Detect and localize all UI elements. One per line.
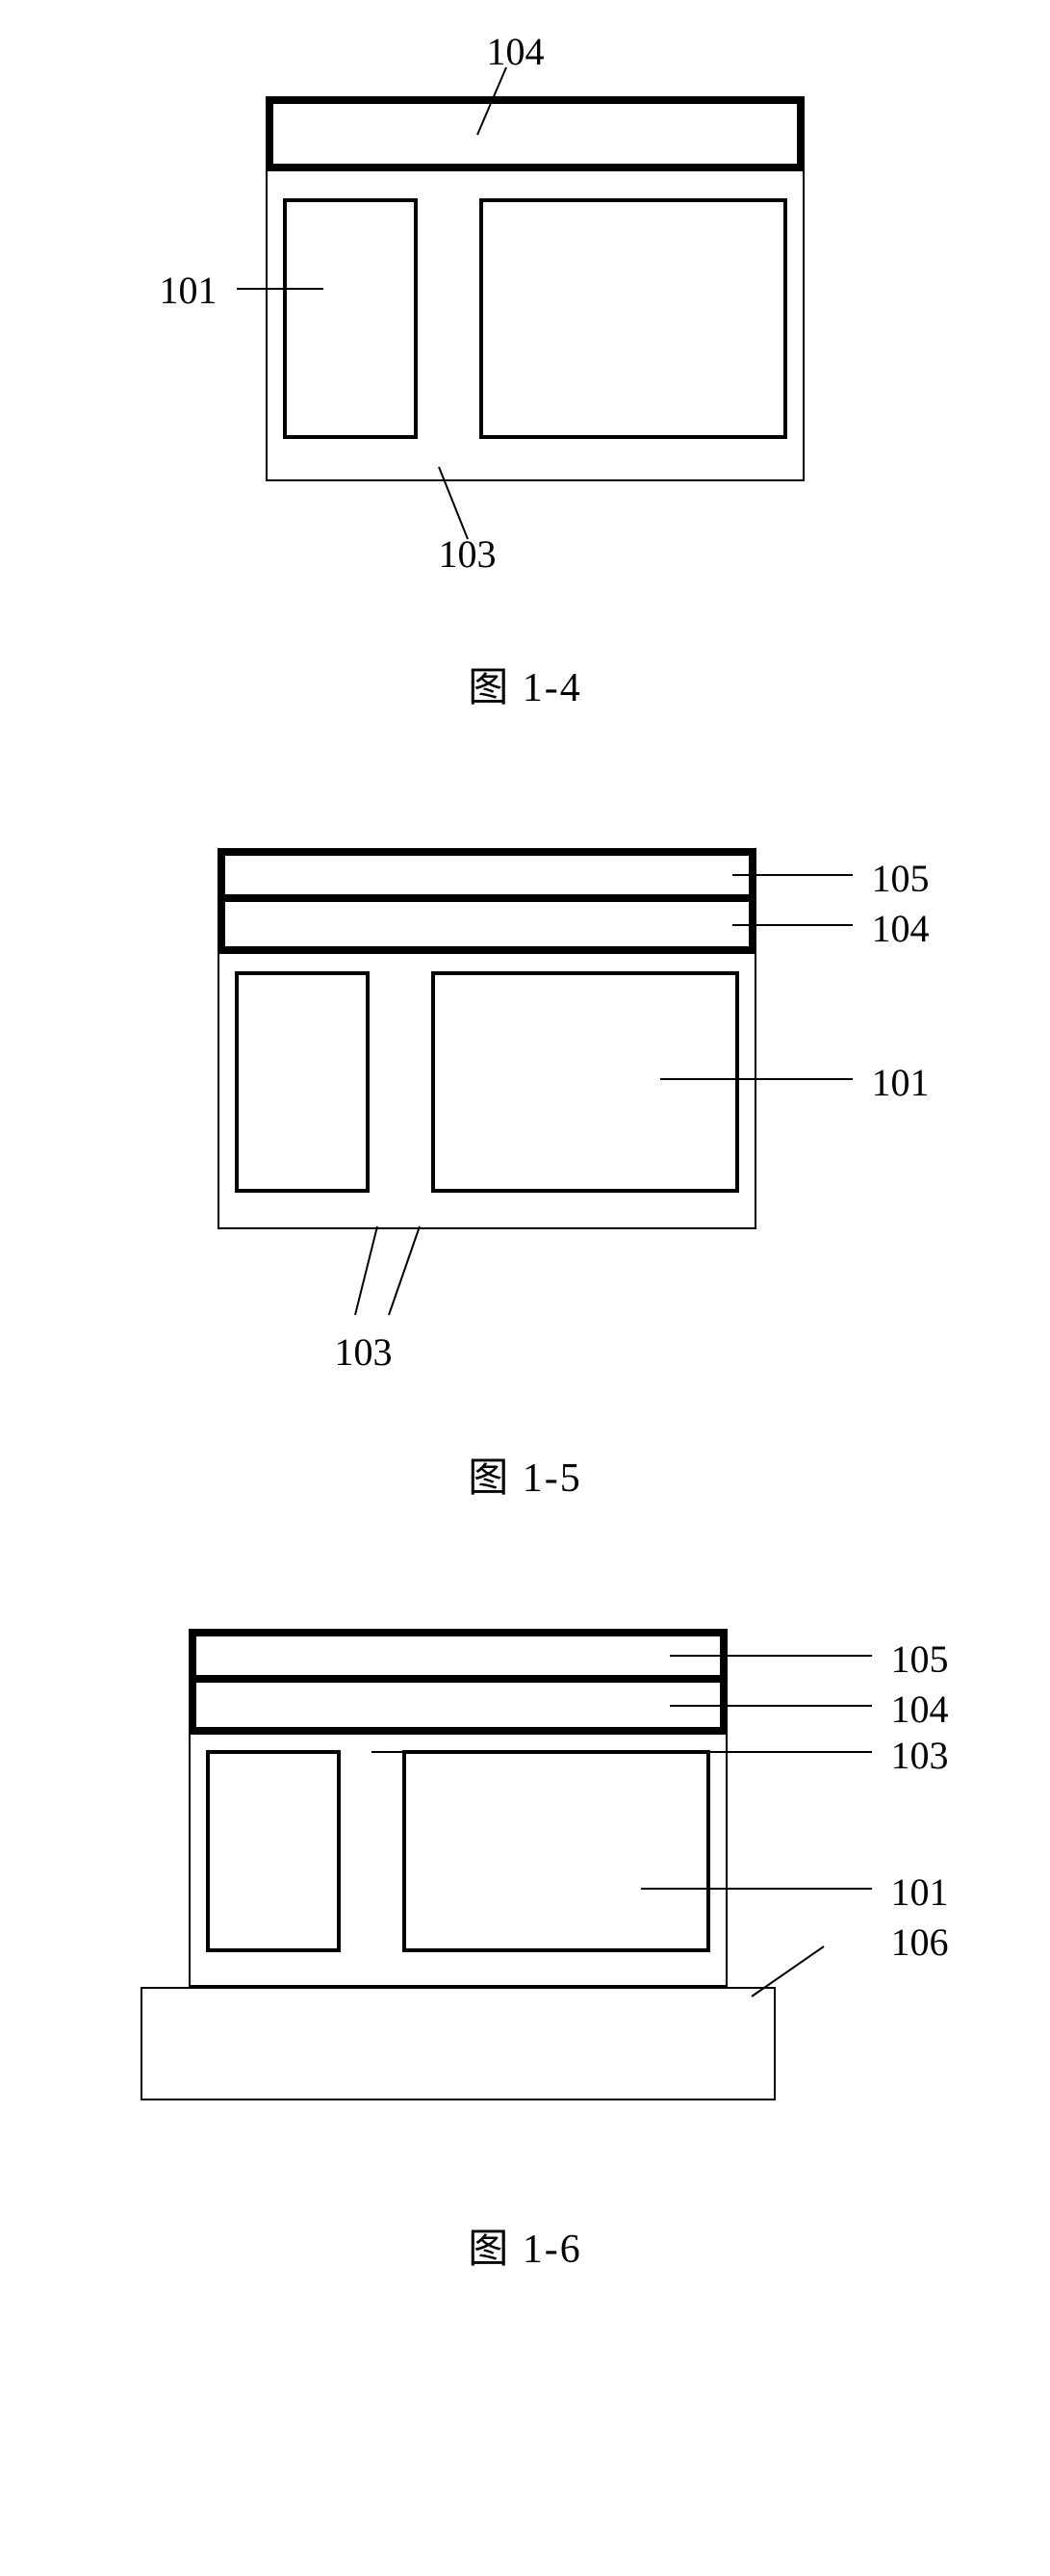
diagram-1-6: 105 104 103 101 106 [54, 1619, 997, 2139]
label-104: 104 [891, 1687, 949, 1732]
label-105: 105 [891, 1636, 949, 1682]
label-101: 101 [872, 1060, 930, 1105]
figure-1-5: 105 104 101 103 图 1-5 [19, 829, 1031, 1504]
label-103: 103 [439, 531, 497, 577]
label-106: 106 [891, 1919, 949, 1965]
figure-1-6: 105 104 103 101 106 图 1-6 [19, 1619, 1031, 2275]
caption-1-4: 图 1-4 [19, 655, 1031, 713]
label-104: 104 [872, 906, 930, 951]
diagram-1-5: 105 104 101 103 [83, 829, 968, 1368]
diagram-1-4: 104 101 103 [131, 39, 920, 578]
label-101: 101 [891, 1869, 949, 1915]
caption-1-5: 图 1-5 [19, 1445, 1031, 1504]
caption-1-6: 图 1-6 [19, 2216, 1031, 2275]
label-103: 103 [891, 1733, 949, 1778]
label-105: 105 [872, 856, 930, 901]
label-101: 101 [160, 268, 218, 313]
label-103: 103 [335, 1329, 393, 1375]
label-104: 104 [487, 29, 545, 74]
figure-1-4: 104 101 103 图 1-4 [19, 39, 1031, 713]
